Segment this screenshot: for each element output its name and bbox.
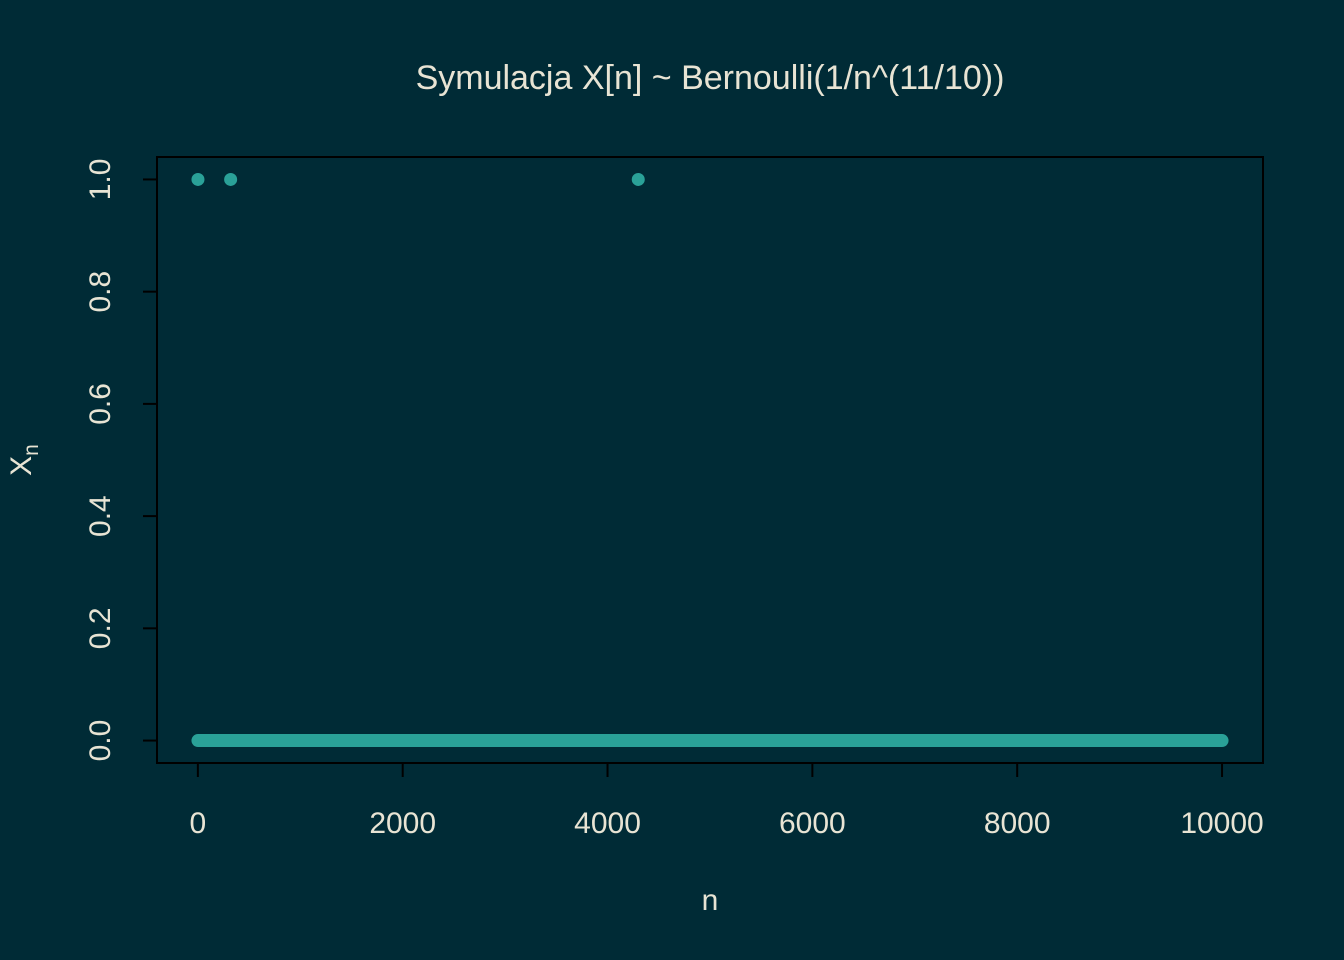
y-axis-label-subscript: n	[20, 444, 43, 456]
y-axis-label: Xn	[5, 444, 43, 476]
x-tick-label: 10000	[1180, 807, 1263, 840]
x-tick-label: 4000	[574, 807, 641, 840]
plot-frame	[156, 156, 1264, 764]
y-tick-label: 1.0	[84, 159, 117, 201]
data-point-one	[191, 172, 205, 186]
data-points	[191, 172, 1229, 748]
y-tick-label: 0.6	[84, 383, 117, 425]
data-point-one	[224, 172, 238, 186]
y-tick-label: 0.0	[84, 720, 117, 762]
y-tick-label: 0.2	[84, 607, 117, 649]
data-point-one	[631, 172, 645, 186]
x-tick-label: 0	[190, 807, 207, 840]
x-axis-label: n	[702, 884, 719, 917]
x-axis: 0 2000 4000 6000 8000 10000	[190, 763, 1264, 840]
y-axis-label-main: X	[5, 456, 38, 476]
svg-text:Xn: Xn	[5, 444, 43, 476]
y-tick-label: 0.8	[84, 271, 117, 313]
x-tick-label: 2000	[369, 807, 436, 840]
chart-title: Symulacja X[n] ~ Bernoulli(1/n^(11/10))	[416, 59, 1005, 97]
y-tick-label: 0.4	[84, 495, 117, 537]
x-tick-label: 6000	[779, 807, 846, 840]
x-tick-label: 8000	[984, 807, 1051, 840]
y-axis: 0.0 0.2 0.4 0.6 0.8 1.0	[84, 159, 157, 762]
